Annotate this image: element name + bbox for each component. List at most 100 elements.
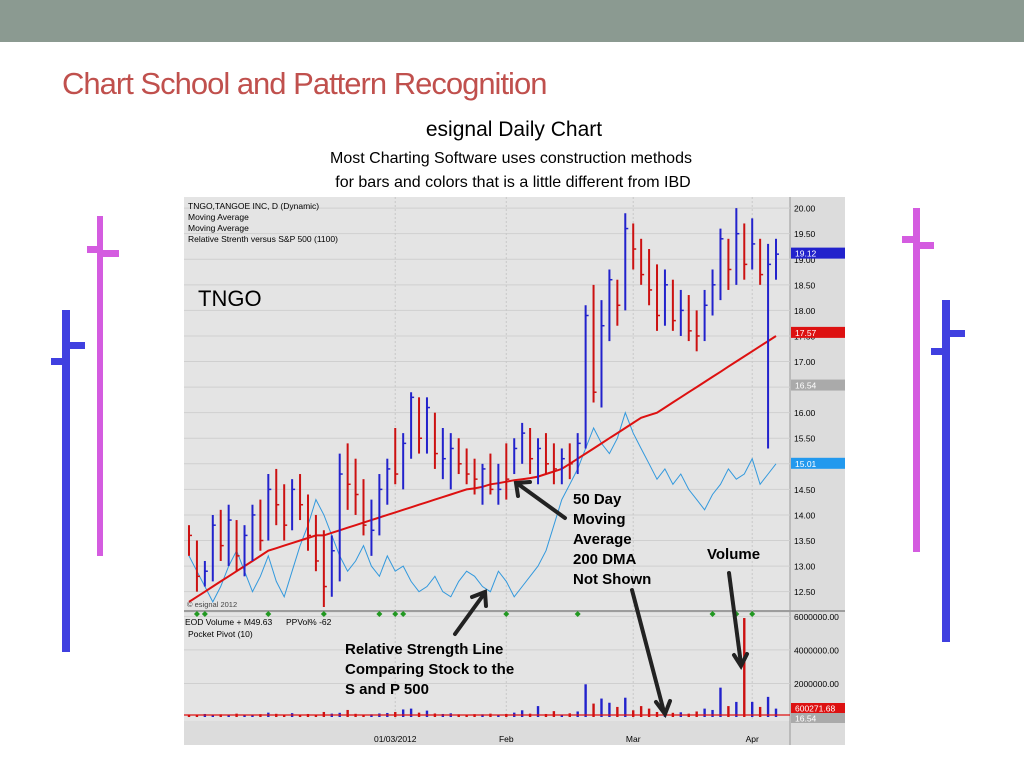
volume-bar: [560, 714, 564, 717]
price-bar: [418, 397, 423, 454]
price-bar: [600, 300, 605, 408]
volume-header: EOD Volume + M49.63: [185, 617, 272, 627]
price-bar: [188, 525, 192, 556]
price-bar: [362, 479, 367, 536]
pocket-pivot-label: Pocket Pivot (10): [188, 629, 253, 639]
price-bar: [632, 223, 637, 270]
price-bar: [663, 269, 668, 326]
pocket-pivot-marker: [193, 611, 200, 617]
price-bar: [267, 474, 272, 541]
pocket-pivot-marker: [503, 611, 510, 617]
price-tick-label: 19.50: [794, 229, 816, 239]
price-bar: [568, 443, 573, 480]
price-bar: [529, 428, 534, 475]
price-chart: 20.0019.5019.0018.5018.0017.5017.0016.50…: [184, 197, 845, 745]
price-bar: [306, 494, 311, 551]
volume-bar: [751, 701, 754, 717]
volume-tag-label: 16.54: [795, 714, 817, 724]
price-bar: [497, 463, 502, 505]
rs-annotation-line-2: Comparing Stock to the: [345, 661, 515, 678]
volume-bar: [219, 714, 222, 717]
price-bar: [616, 279, 621, 326]
ma-volume-arrow-head: [654, 699, 672, 719]
price-bar: [656, 264, 661, 331]
price-bar: [767, 243, 772, 449]
ma-volume-arrow: [630, 588, 666, 714]
price-tag-label: 16.54: [795, 381, 817, 391]
slide-title: Chart School and Pattern Recognition: [62, 66, 547, 101]
ma-annotation-line-5: Not Shown: [573, 571, 652, 588]
price-bar: [354, 458, 359, 515]
price-tick-label: 13.50: [794, 536, 816, 546]
volume-bar: [481, 714, 484, 717]
pocket-pivot-marker: [376, 611, 383, 617]
deco-bar-left-magenta: [87, 216, 119, 556]
volume-bar: [251, 714, 254, 717]
price-bar: [394, 428, 399, 485]
rs-annotation-line-3: S and P 500: [345, 681, 429, 698]
volume-bar: [298, 714, 302, 717]
volume-bar: [195, 714, 199, 717]
price-bar: [457, 438, 462, 475]
price-bar: [425, 397, 430, 454]
time-axis-label: 01/03/2012: [374, 734, 417, 744]
price-bar: [560, 448, 565, 485]
price-bar: [544, 433, 549, 475]
volume-bar: [647, 708, 651, 717]
price-bar: [449, 433, 454, 490]
price-bar: [608, 269, 613, 342]
ma-annotation: 50 Day Moving Average 200 DMA Not Shown: [573, 490, 651, 590]
volume-bar: [409, 708, 413, 717]
time-axis-label: Feb: [499, 734, 514, 744]
header-line-4: Relative Strenth versus S&P 500 (1100): [188, 234, 338, 244]
volume-tick-label: 6000000.00: [794, 612, 839, 622]
pocket-pivot-marker: [749, 611, 756, 617]
price-bar: [592, 284, 597, 403]
price-tick-label: 20.00: [794, 204, 816, 214]
price-bar: [283, 484, 288, 541]
price-bar: [386, 458, 391, 505]
price-tick-label: 17.00: [794, 357, 816, 367]
volume-bar: [774, 708, 778, 717]
top-bar: [0, 0, 1024, 42]
subtitle-line-1: Most Charting Software uses construction…: [0, 150, 1024, 168]
volume-bar: [465, 714, 468, 717]
price-panel: [184, 197, 790, 610]
volume-bar: [425, 710, 429, 717]
price-tick-label: 18.50: [794, 280, 816, 290]
price-bar: [235, 520, 240, 572]
price-bar: [751, 218, 756, 270]
volume-bar: [727, 706, 730, 717]
volume-bar: [314, 714, 318, 717]
deco-bar-right-magenta: [902, 208, 934, 552]
price-bar: [275, 468, 280, 526]
price-bar: [513, 438, 518, 475]
ppvol-label: PPVol% -62: [286, 617, 332, 627]
pocket-pivot-marker: [400, 611, 407, 617]
price-bar: [211, 514, 216, 582]
price-bar: [576, 433, 581, 475]
price-bar: [711, 269, 716, 316]
price-tick-label: 16.00: [794, 408, 816, 418]
price-bar: [489, 453, 494, 495]
price-bar: [338, 453, 343, 582]
price-tag: [791, 326, 845, 338]
price-bar: [624, 213, 629, 311]
price-bar: [775, 238, 779, 280]
time-axis-label: Apr: [746, 734, 759, 744]
price-tick-label: 15.50: [794, 434, 816, 444]
volume-bar: [227, 714, 230, 717]
rs-annotation: Relative Strength Line Comparing Stock t…: [345, 640, 514, 700]
volume-bar: [584, 684, 587, 717]
price-tick-label: 13.00: [794, 562, 816, 572]
price-bar: [687, 295, 692, 342]
copyright-label: © esignal 2012: [187, 600, 237, 609]
volume-bar: [766, 696, 770, 717]
volume-bar: [536, 706, 540, 717]
volume-bar: [401, 709, 405, 717]
price-bar: [679, 289, 684, 336]
pocket-pivot-marker: [574, 611, 581, 617]
volume-bar: [187, 714, 191, 717]
volume-tick-label: 4000000.00: [794, 645, 839, 655]
price-bar: [481, 463, 486, 505]
